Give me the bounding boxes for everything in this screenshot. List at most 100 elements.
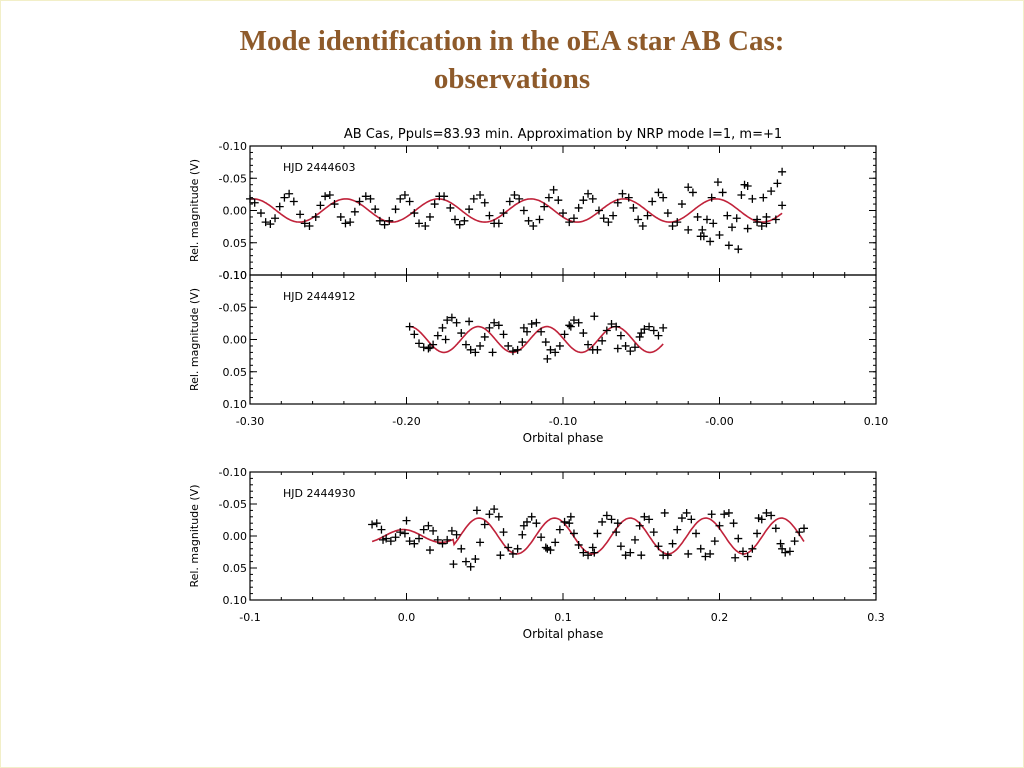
data-point bbox=[659, 323, 668, 332]
data-point bbox=[753, 529, 762, 538]
data-point bbox=[637, 329, 646, 338]
data-point bbox=[476, 538, 485, 547]
data-point bbox=[275, 202, 284, 211]
data-point bbox=[634, 215, 643, 224]
data-point bbox=[579, 196, 588, 205]
data-point bbox=[505, 197, 514, 206]
data-point bbox=[385, 216, 394, 225]
data-point bbox=[499, 209, 508, 218]
data-point bbox=[410, 209, 419, 218]
panel-1: -0.10 -0.05 0.00 0.05 0.10 Rel. magnitude (V)… bbox=[188, 140, 877, 282]
x-tick-label: -0.30 bbox=[236, 415, 264, 428]
data-point bbox=[743, 552, 752, 561]
data-point bbox=[579, 329, 588, 338]
data-point bbox=[566, 512, 575, 521]
data-point bbox=[555, 525, 564, 534]
slide-title-line-2: observations bbox=[433, 63, 591, 95]
data-point bbox=[616, 331, 625, 340]
data-point bbox=[612, 528, 621, 537]
x-axis-label: Orbital phase bbox=[523, 431, 604, 445]
data-point bbox=[762, 508, 771, 517]
data-point bbox=[457, 329, 466, 338]
data-point bbox=[496, 551, 505, 560]
data-point bbox=[729, 519, 738, 528]
data-point bbox=[776, 539, 785, 548]
data-point bbox=[555, 341, 564, 350]
x-tick-label: 0.2 bbox=[711, 611, 729, 624]
data-point bbox=[692, 529, 701, 538]
data-point bbox=[635, 332, 644, 341]
data-point bbox=[699, 232, 708, 241]
y-tick-label: -0.05 bbox=[219, 172, 247, 185]
data-point bbox=[560, 330, 569, 339]
data-point bbox=[594, 206, 603, 215]
data-point bbox=[415, 339, 424, 348]
data-point bbox=[465, 205, 474, 214]
data-point bbox=[421, 221, 430, 230]
data-point bbox=[696, 544, 705, 553]
data-point bbox=[471, 555, 480, 564]
data-point bbox=[724, 508, 733, 517]
data-point bbox=[706, 237, 715, 246]
data-point bbox=[753, 218, 762, 227]
data-point bbox=[654, 542, 663, 551]
data-point bbox=[715, 521, 724, 530]
data-point bbox=[447, 526, 456, 535]
data-point bbox=[504, 543, 513, 552]
data-point bbox=[519, 206, 528, 215]
model-curve bbox=[371, 517, 805, 555]
data-point bbox=[551, 538, 560, 547]
data-point bbox=[346, 218, 355, 227]
data-point bbox=[513, 544, 522, 553]
data-point bbox=[415, 219, 424, 228]
data-point bbox=[461, 557, 470, 566]
data-point bbox=[461, 340, 470, 349]
data-point bbox=[734, 534, 743, 543]
data-point bbox=[684, 549, 693, 558]
data-point bbox=[488, 348, 497, 357]
data-point bbox=[518, 530, 527, 539]
data-point bbox=[543, 544, 552, 553]
data-point bbox=[559, 209, 567, 218]
data-point bbox=[684, 225, 693, 234]
data-point bbox=[405, 197, 414, 206]
data-point bbox=[713, 178, 722, 187]
y-tick-label: -0.10 bbox=[219, 269, 247, 282]
y-tick-label: 0.00 bbox=[223, 334, 248, 347]
data-point bbox=[593, 345, 602, 354]
data-point bbox=[452, 530, 461, 539]
data-point bbox=[440, 192, 449, 201]
data-point bbox=[380, 220, 389, 229]
data-point bbox=[425, 546, 434, 555]
data-point bbox=[767, 511, 776, 520]
data-point bbox=[785, 547, 794, 556]
panel-2: -0.10 -0.05 0.00 0.05 0.10 -0.30 -0.20 -0.10 -0.… bbox=[188, 269, 888, 445]
data-point bbox=[391, 533, 400, 542]
data-point bbox=[574, 540, 583, 549]
data-point bbox=[682, 508, 691, 517]
data-point bbox=[640, 512, 649, 521]
data-point bbox=[499, 330, 508, 339]
data-point bbox=[604, 218, 613, 227]
data-point bbox=[599, 214, 608, 223]
data-point bbox=[609, 211, 618, 220]
data-point bbox=[494, 219, 503, 228]
data-point bbox=[341, 219, 350, 228]
data-point bbox=[430, 200, 439, 209]
data-point bbox=[449, 560, 458, 569]
data-point bbox=[593, 529, 602, 538]
data-point bbox=[773, 179, 782, 188]
data-point bbox=[355, 197, 364, 206]
data-point bbox=[598, 517, 607, 526]
data-point bbox=[316, 201, 325, 210]
data-point bbox=[518, 338, 527, 347]
data-point bbox=[598, 336, 607, 345]
data-point bbox=[480, 332, 489, 341]
data-point bbox=[638, 221, 647, 230]
data-point bbox=[280, 193, 289, 202]
data-point bbox=[537, 327, 546, 336]
data-point bbox=[584, 189, 593, 198]
data-point bbox=[795, 528, 804, 537]
data-point bbox=[574, 318, 583, 327]
data-point bbox=[513, 345, 522, 354]
